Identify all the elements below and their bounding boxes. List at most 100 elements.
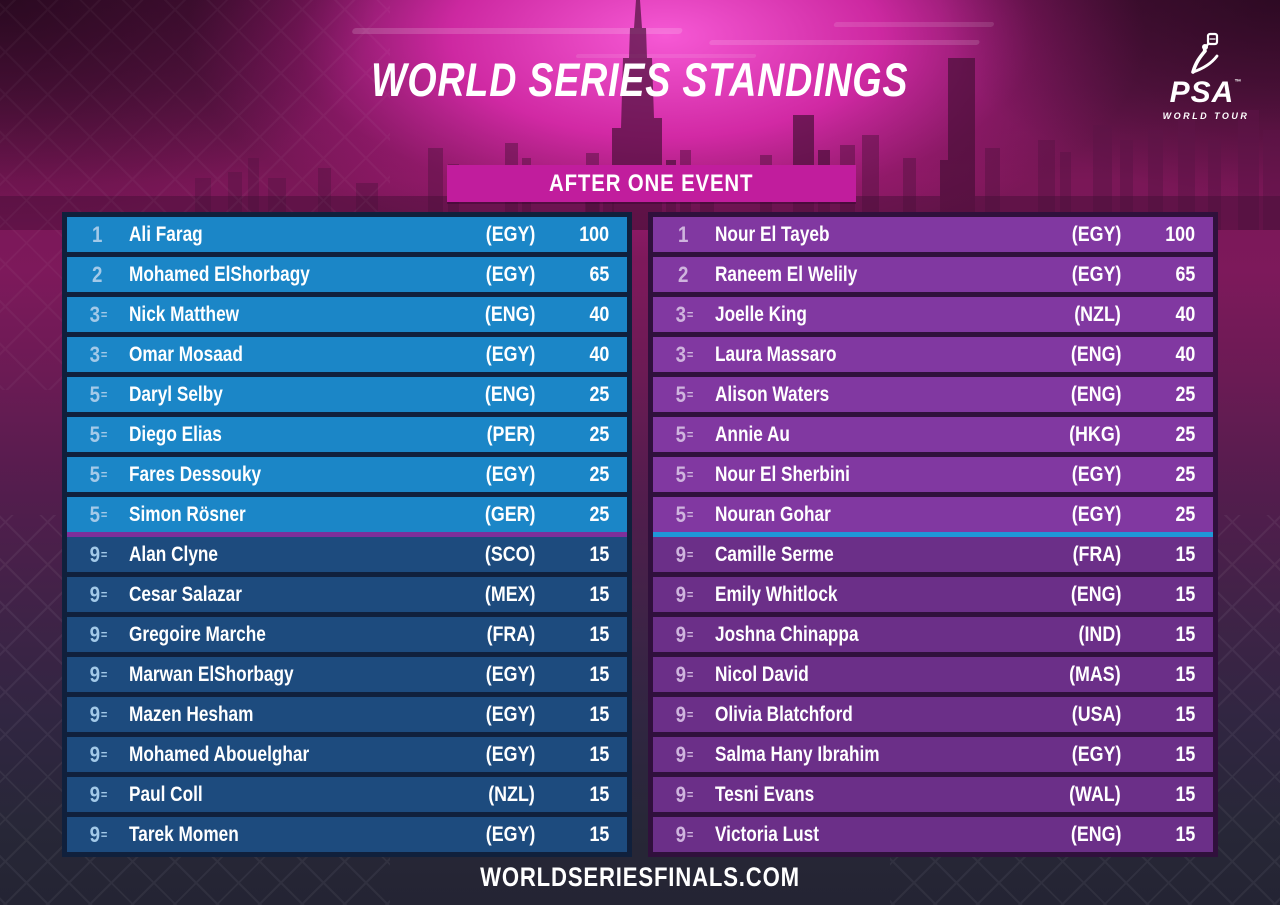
table-row: 9= Cesar Salazar (MEX) 15 [67, 577, 627, 612]
website-url: WORLDSERIESFINALS.COM [480, 862, 800, 892]
country-cell: (EGY) [485, 222, 535, 246]
player-name-cell: Paul Coll [129, 782, 203, 806]
country-cell: (EGY) [485, 742, 535, 766]
country-cell: (EGY) [1071, 262, 1121, 286]
table-row: 9= Nicol David (MAS) 15 [653, 657, 1213, 692]
tied-rank-equals: = [686, 826, 693, 842]
player-name-cell: Salma Hany Ibrahim [715, 742, 880, 766]
points-cell: 25 [589, 422, 609, 446]
points-cell: 15 [589, 542, 609, 566]
country-cell: (EGY) [1071, 222, 1121, 246]
table-row: 5= Daryl Selby (ENG) 25 [67, 377, 627, 412]
qualification-cutoff-divider [653, 532, 1213, 537]
table-row: 9= Joshna Chinappa (IND) 15 [653, 617, 1213, 652]
country-cell: (ENG) [1070, 382, 1121, 406]
table-row: 9= Alan Clyne (SCO) 15 [67, 537, 627, 572]
table-row: 3= Laura Massaro (ENG) 40 [653, 337, 1213, 372]
rank-cell: 5= [675, 461, 693, 487]
rank-cell: 9= [89, 621, 107, 647]
rank-cell: 3= [89, 341, 107, 367]
player-name-cell: Ali Farag [129, 222, 203, 246]
tied-rank-equals: = [100, 466, 107, 482]
country-cell: (ENG) [1070, 342, 1121, 366]
country-cell: (MEX) [484, 582, 535, 606]
rank-cell: 1 [92, 221, 103, 247]
trademark-symbol: ™ [1234, 79, 1243, 86]
table-row: 9= Olivia Blatchford (USA) 15 [653, 697, 1213, 732]
tied-rank-equals: = [100, 306, 107, 322]
country-cell: (USA) [1071, 702, 1121, 726]
player-name-cell: Joshna Chinappa [715, 622, 859, 646]
table-row: 1 Nour El Tayeb (EGY) 100 [653, 217, 1213, 252]
rank-cell: 9= [89, 781, 107, 807]
player-name-cell: Mohamed Abouelghar [129, 742, 310, 766]
points-cell: 40 [1175, 302, 1195, 326]
rank-cell: 9= [89, 741, 107, 767]
country-cell: (WAL) [1069, 782, 1121, 806]
country-cell: (ENG) [1070, 822, 1121, 846]
table-row: 9= Salma Hany Ibrahim (EGY) 15 [653, 737, 1213, 772]
table-row: 3= Joelle King (NZL) 40 [653, 297, 1213, 332]
country-cell: (HKG) [1069, 422, 1121, 446]
tied-rank-equals: = [686, 306, 693, 322]
points-cell: 25 [1175, 382, 1195, 406]
points-cell: 15 [589, 582, 609, 606]
points-cell: 15 [1175, 822, 1195, 846]
player-name-cell: Fares Dessouky [129, 462, 262, 486]
psa-logo-subtitle: WORLD TOUR [1162, 111, 1250, 121]
tied-rank-equals: = [686, 586, 693, 602]
table-row: 5= Diego Elias (PER) 25 [67, 417, 627, 452]
player-name-cell: Mazen Hesham [129, 702, 254, 726]
qualification-cutoff-divider [67, 532, 627, 537]
country-cell: (EGY) [1071, 742, 1121, 766]
points-cell: 15 [589, 822, 609, 846]
player-name-cell: Emily Whitlock [715, 582, 838, 606]
table-row: 5= Annie Au (HKG) 25 [653, 417, 1213, 452]
player-name-cell: Nour El Sherbini [715, 462, 850, 486]
player-name-cell: Alan Clyne [129, 542, 218, 566]
tied-rank-equals: = [686, 746, 693, 762]
player-name-cell: Diego Elias [129, 422, 222, 446]
tied-rank-equals: = [100, 826, 107, 842]
player-name-cell: Joelle King [715, 302, 807, 326]
tied-rank-equals: = [100, 346, 107, 362]
country-cell: (EGY) [485, 822, 535, 846]
points-cell: 25 [589, 502, 609, 526]
player-name-cell: Camille Serme [715, 542, 834, 566]
player-name-cell: Nicol David [715, 662, 809, 686]
rank-cell: 5= [89, 501, 107, 527]
tied-rank-equals: = [686, 666, 693, 682]
points-cell: 15 [589, 662, 609, 686]
rank-cell: 9= [89, 701, 107, 727]
tied-rank-equals: = [100, 546, 107, 562]
tied-rank-equals: = [100, 506, 107, 522]
points-cell: 15 [1175, 542, 1195, 566]
tied-rank-equals: = [686, 346, 693, 362]
psa-world-tour-logo: PSA™ WORLD TOUR [1152, 32, 1260, 121]
table-row: 9= Camille Serme (FRA) 15 [653, 537, 1213, 572]
rank-cell: 9= [675, 821, 693, 847]
tied-rank-equals: = [100, 386, 107, 402]
table-row: 2 Raneem El Welily (EGY) 65 [653, 257, 1213, 292]
psa-player-icon [1191, 32, 1219, 74]
points-cell: 100 [579, 222, 609, 246]
points-cell: 15 [1175, 702, 1195, 726]
event-count-banner: AFTER ONE EVENT [447, 165, 856, 202]
points-cell: 25 [589, 382, 609, 406]
player-name-cell: Raneem El Welily [715, 262, 858, 286]
player-name-cell: Gregoire Marche [129, 622, 266, 646]
country-cell: (ENG) [1070, 582, 1121, 606]
player-name-cell: Cesar Salazar [129, 582, 242, 606]
country-cell: (NZL) [1074, 302, 1121, 326]
player-name-cell: Simon Rösner [129, 502, 246, 526]
table-row: 9= Gregoire Marche (FRA) 15 [67, 617, 627, 652]
tied-rank-equals: = [686, 466, 693, 482]
points-cell: 15 [1175, 742, 1195, 766]
points-cell: 25 [1175, 422, 1195, 446]
tied-rank-equals: = [686, 506, 693, 522]
tied-rank-equals: = [100, 626, 107, 642]
country-cell: (ENG) [484, 302, 535, 326]
table-row: 9= Tarek Momen (EGY) 15 [67, 817, 627, 852]
player-name-cell: Laura Massaro [715, 342, 837, 366]
